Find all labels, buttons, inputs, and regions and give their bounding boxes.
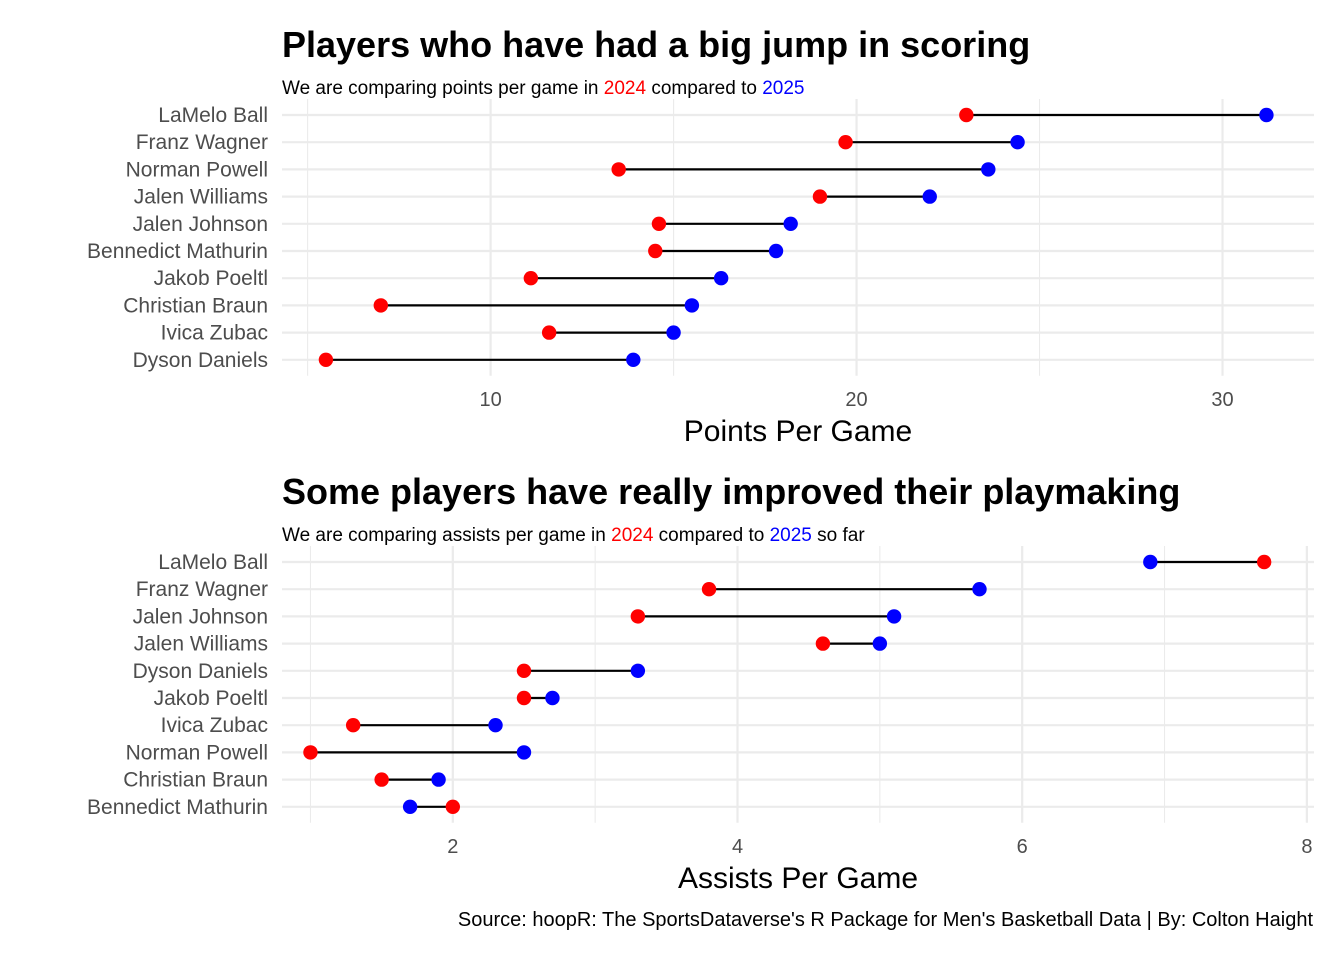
- point-2024: [373, 298, 389, 313]
- y-tick-label: Norman Powell: [126, 741, 268, 764]
- y-tick-label: Norman Powell: [126, 158, 268, 181]
- y-tick-label: Franz Wagner: [136, 578, 268, 601]
- point-2024: [648, 243, 663, 259]
- chart-1-plot: LaMelo Ball Franz Wagner Norman Powell Jale…: [87, 99, 1314, 411]
- point-2025: [626, 352, 641, 367]
- chart-1-subtitle: We are comparing points per game in 2024…: [282, 78, 805, 99]
- point-2025: [1259, 107, 1274, 123]
- point-2024: [445, 799, 461, 814]
- point-2025: [1010, 135, 1025, 150]
- point-2025: [666, 325, 681, 340]
- point-2024: [611, 162, 626, 177]
- chart-1-x-axis-title: Points Per Game: [684, 415, 912, 448]
- x-tick-label: 2: [447, 836, 458, 858]
- x-tick-label: 20: [845, 389, 867, 411]
- point-2025: [872, 636, 888, 651]
- point-2024: [959, 107, 974, 123]
- chart-caption: Source: hoopR: The SportsDataverse's R P…: [458, 909, 1314, 931]
- point-2024: [838, 135, 853, 150]
- y-tick-label: Dyson Daniels: [133, 660, 268, 683]
- point-2024: [812, 189, 828, 204]
- y-tick-label: Bennedict Mathurin: [87, 796, 268, 819]
- point-2024: [630, 609, 646, 624]
- y-tick-label: Dyson Daniels: [133, 349, 268, 372]
- point-2024: [374, 772, 389, 787]
- point-2024: [701, 582, 717, 597]
- chart-1-title: Players who have had a big jump in scori…: [282, 24, 1030, 65]
- point-2025: [783, 216, 798, 231]
- y-tick-label: Ivica Zubac: [161, 714, 268, 737]
- point-2024: [651, 216, 667, 231]
- y-tick-label: Bennedict Mathurin: [87, 240, 268, 263]
- x-tick-label: 4: [732, 836, 743, 858]
- y-tick-label: Franz Wagner: [136, 131, 268, 154]
- y-tick-label: LaMelo Ball: [158, 551, 268, 574]
- point-2024: [318, 352, 334, 367]
- y-tick-label: Jalen Johnson: [133, 213, 268, 236]
- point-2024: [516, 663, 532, 678]
- point-2024: [815, 636, 831, 651]
- y-tick-label: Christian Braun: [123, 769, 268, 792]
- point-2025: [402, 799, 418, 814]
- point-2025: [516, 745, 532, 760]
- point-2025: [630, 663, 646, 678]
- y-tick-label: Christian Braun: [123, 294, 268, 317]
- point-2025: [488, 718, 503, 733]
- chart-2-x-axis-title: Assists Per Game: [678, 862, 918, 895]
- point-2024: [516, 690, 532, 706]
- x-tick-label: 8: [1301, 836, 1312, 858]
- chart-2-subtitle: We are comparing assists per game in 202…: [282, 525, 865, 546]
- y-tick-label: LaMelo Ball: [158, 104, 268, 127]
- y-tick-label: Jakob Poeltl: [154, 267, 268, 290]
- point-2024: [523, 271, 539, 286]
- x-tick-label: 6: [1017, 836, 1028, 858]
- point-2025: [981, 162, 996, 177]
- point-2025: [886, 609, 902, 624]
- x-tick-label: 30: [1211, 389, 1233, 411]
- point-2025: [768, 243, 784, 259]
- point-2025: [684, 298, 700, 313]
- chart-2-title: Some players have really improved their …: [282, 471, 1180, 512]
- point-2024: [541, 325, 557, 340]
- y-tick-label: Jakob Poeltl: [154, 687, 268, 710]
- point-2025: [1143, 554, 1158, 570]
- y-tick-label: Ivica Zubac: [161, 322, 268, 345]
- y-tick-label: Jalen Williams: [134, 633, 268, 656]
- y-tick-label: Jalen Williams: [134, 186, 268, 209]
- point-2024: [345, 718, 361, 733]
- point-2025: [972, 582, 987, 597]
- chart-2-plot: LaMelo Ball Franz Wagner Jalen Johnson Jale…: [87, 546, 1314, 858]
- x-tick-label: 10: [479, 389, 501, 411]
- point-2025: [922, 189, 937, 204]
- point-2024: [1256, 554, 1272, 570]
- point-2025: [431, 772, 446, 787]
- point-2025: [545, 690, 560, 706]
- point-2024: [303, 745, 318, 760]
- y-tick-label: Jalen Johnson: [133, 605, 268, 628]
- point-2025: [713, 271, 729, 286]
